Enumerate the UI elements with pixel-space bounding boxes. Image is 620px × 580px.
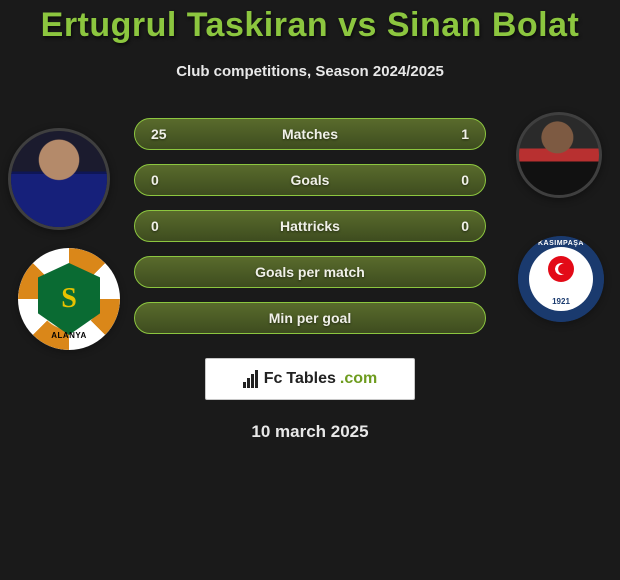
page-title: Ertugrul Taskiran vs Sinan Bolat	[0, 6, 620, 45]
stat-right-value: 1	[433, 126, 469, 142]
player-left-portrait	[11, 131, 107, 227]
player-right-avatar	[516, 112, 602, 198]
club-left-label: ALANYA	[51, 331, 87, 340]
club-right-logo: KASIMPAŞA 1921	[518, 236, 604, 322]
alanyaspor-crest: ALANYA	[18, 248, 120, 350]
brand-badge: FcTables.com	[205, 358, 415, 400]
stat-left-value: 0	[151, 172, 187, 188]
stat-left-value: 25	[151, 126, 187, 142]
stat-row: 0 Goals 0	[134, 164, 486, 196]
stat-row: 0 Hattricks 0	[134, 210, 486, 242]
turkish-flag-icon	[548, 256, 574, 282]
date-label: 10 march 2025	[0, 422, 620, 442]
player-left-avatar	[8, 128, 110, 230]
stat-row: Goals per match	[134, 256, 486, 288]
brand-main: Tables	[286, 370, 336, 388]
club-left-logo: ALANYA	[18, 248, 120, 350]
bar-chart-icon	[243, 370, 258, 388]
stat-right-value: 0	[433, 172, 469, 188]
stat-row: Min per goal	[134, 302, 486, 334]
club-right-label: KASIMPAŞA	[518, 240, 604, 247]
stats-bars: 25 Matches 1 0 Goals 0 0 Hattricks 0 Goa…	[134, 118, 486, 334]
stat-label: Goals per match	[135, 264, 485, 280]
stat-left-value: 0	[151, 218, 187, 234]
player-right-portrait	[519, 115, 599, 195]
brand-prefix: Fc	[264, 370, 283, 388]
stat-right-value: 0	[433, 218, 469, 234]
subtitle: Club competitions, Season 2024/2025	[0, 63, 620, 80]
kasimpasa-crest: KASIMPAŞA 1921	[518, 236, 604, 322]
infographic-root: Ertugrul Taskiran vs Sinan Bolat Club co…	[0, 0, 620, 580]
stat-row: 25 Matches 1	[134, 118, 486, 150]
club-right-year: 1921	[518, 297, 604, 306]
stat-label: Min per goal	[135, 310, 485, 326]
brand-suffix: .com	[340, 370, 377, 388]
